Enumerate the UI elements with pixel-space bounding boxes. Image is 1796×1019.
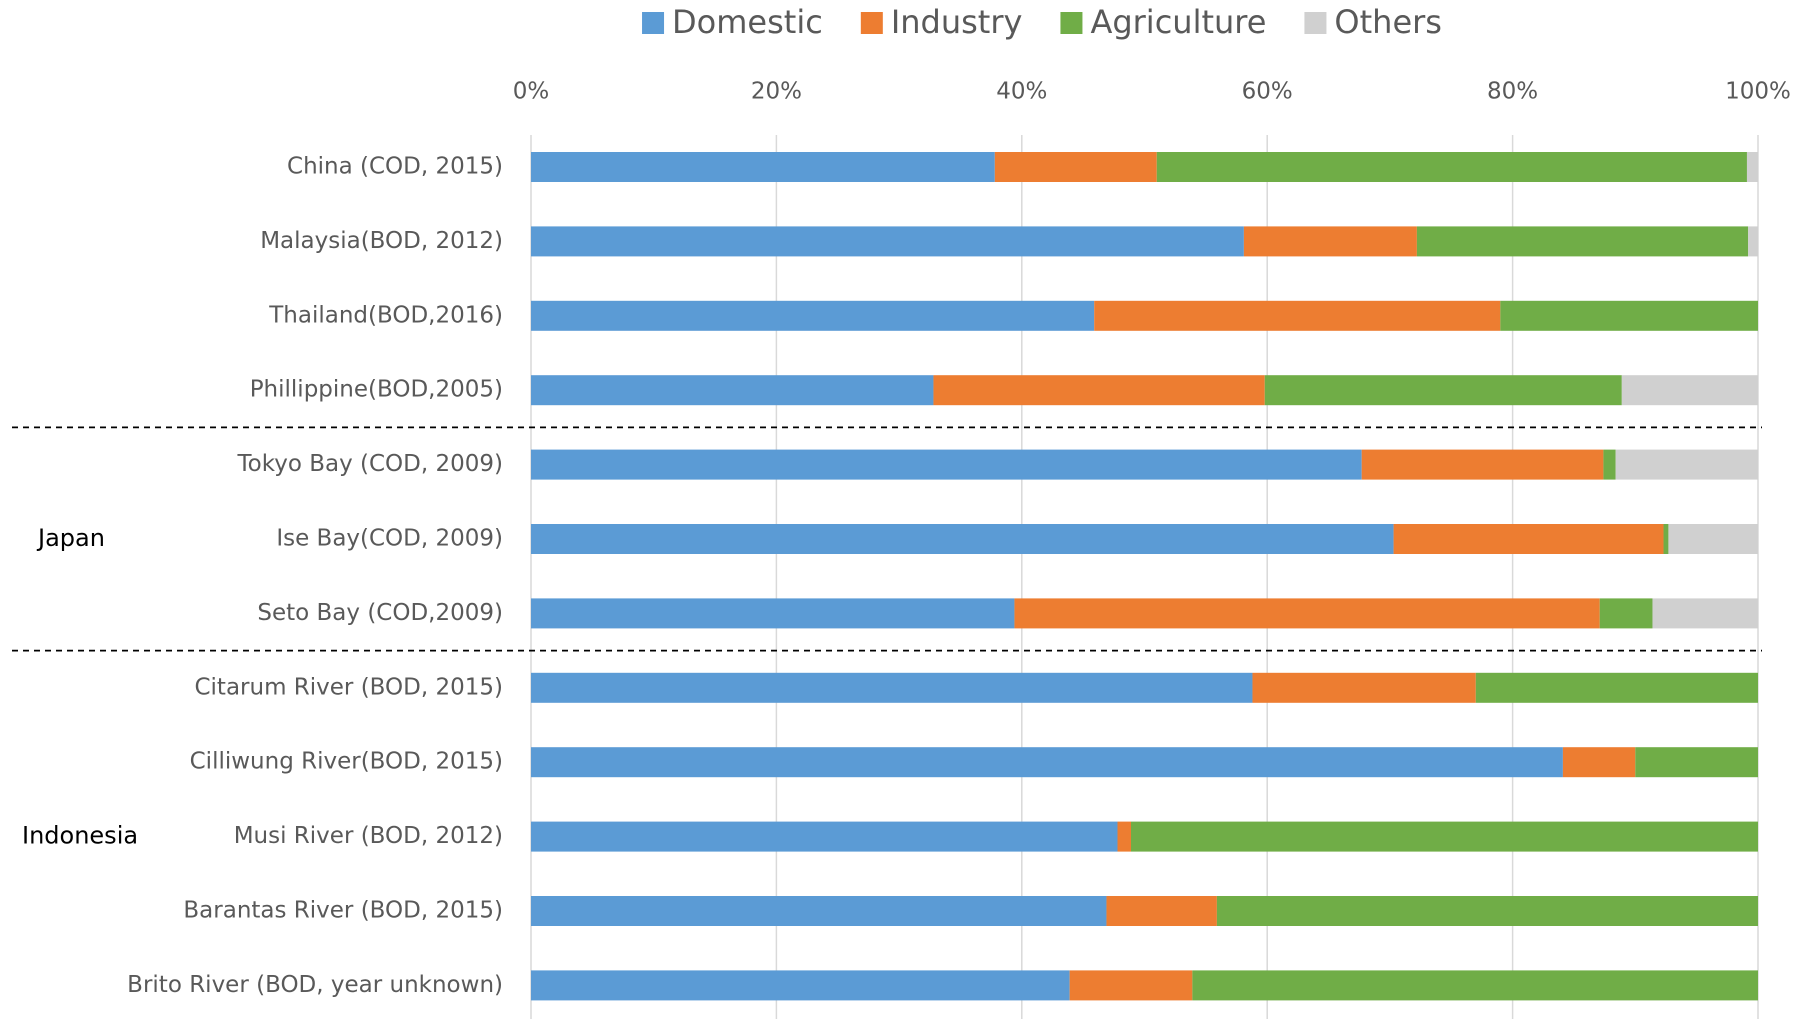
category-label: Ise Bay(COD, 2009) [276,526,503,552]
bar-segment [1416,226,1749,257]
legend-swatch [860,12,883,34]
bar-segment [1746,152,1758,182]
bar-segment [1243,226,1417,257]
bar-segment [1131,821,1758,852]
bar-segment [531,970,1070,1001]
legend-swatch [642,12,665,34]
category-label: Thailand(BOD,2016) [268,302,503,328]
bar-segment [531,375,934,406]
bar-segment [1668,524,1758,554]
bar-segment [1603,449,1616,480]
bar-segment [1599,598,1653,629]
bar-segment [1069,970,1193,1001]
category-label: Cilliwung River(BOD, 2015) [190,749,503,775]
bar-segment [1621,375,1758,406]
bar-segment [1748,226,1758,257]
group-label: Indonesia [22,822,138,850]
category-label: Phillippine(BOD,2005) [250,377,503,403]
legend-label: Domestic [672,3,823,41]
bar-segment [1615,449,1758,480]
category-label: Seto Bay (COD,2009) [257,600,503,626]
bar-segment [933,375,1265,406]
bar-segment [531,598,1015,629]
legend-swatch [1304,12,1327,34]
bar-segment [1252,672,1476,703]
bar-segment [1106,896,1217,926]
bar-segment [1475,672,1758,703]
x-tick-label: 0% [513,79,550,105]
x-tick-label: 60% [1242,79,1293,105]
bar-segment [1192,970,1758,1001]
category-label: Tokyo Bay (COD, 2009) [237,451,503,477]
bar-segment [994,152,1157,182]
bar-segment [531,152,995,182]
bar-segment [1393,524,1664,554]
bar-segment [1117,821,1132,852]
bar-segment [1652,598,1758,629]
x-tick-label: 20% [751,79,802,105]
category-label: China (COD, 2015) [287,154,503,180]
bar-segment [1216,896,1758,926]
bar-segment [531,896,1107,926]
bar-segment [531,747,1563,778]
legend-label: Agriculture [1090,3,1266,41]
group-label: Japan [36,524,105,552]
bar-segment [531,449,1362,480]
bar-segment [1361,449,1604,480]
bar-segment [1635,747,1758,778]
legend-swatch [1060,12,1083,34]
bar-segment [1663,524,1669,554]
category-label: Citarum River (BOD, 2015) [194,674,503,700]
bar-segment [531,226,1244,257]
x-tick-label: 100% [1725,79,1791,105]
bar-segment [1014,598,1600,629]
bar-segment [531,524,1394,554]
category-label: Musi River (BOD, 2012) [234,823,503,849]
bar-segment [1500,300,1758,331]
bar-segment [1562,747,1636,778]
legend-label: Industry [891,3,1023,41]
legend-label: Others [1334,3,1442,41]
category-label: Barantas River (BOD, 2015) [183,898,503,924]
x-tick-label: 80% [1487,79,1538,105]
bar-segment [1156,152,1747,182]
category-label: Brito River (BOD, year unknown) [127,972,503,998]
bar-segment [531,300,1095,331]
bar-segment [531,672,1253,703]
bar-segment [1264,375,1622,406]
bar-segment [1094,300,1501,331]
bar-segment [531,821,1118,852]
category-label: Malaysia(BOD, 2012) [260,228,503,254]
x-tick-label: 40% [996,79,1047,105]
